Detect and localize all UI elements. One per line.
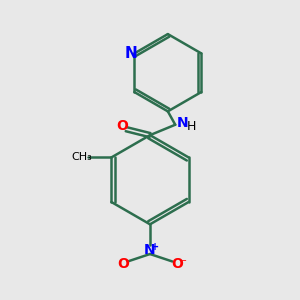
Text: N: N [125, 46, 138, 61]
Text: N: N [177, 116, 188, 130]
Text: CH₃: CH₃ [71, 152, 92, 162]
Text: O: O [117, 257, 129, 272]
Text: N: N [144, 243, 156, 256]
Text: H: H [187, 120, 196, 133]
Text: O: O [171, 257, 183, 272]
Text: ⁻: ⁻ [181, 258, 187, 268]
Text: +: + [151, 242, 159, 252]
Text: O: O [116, 119, 128, 133]
